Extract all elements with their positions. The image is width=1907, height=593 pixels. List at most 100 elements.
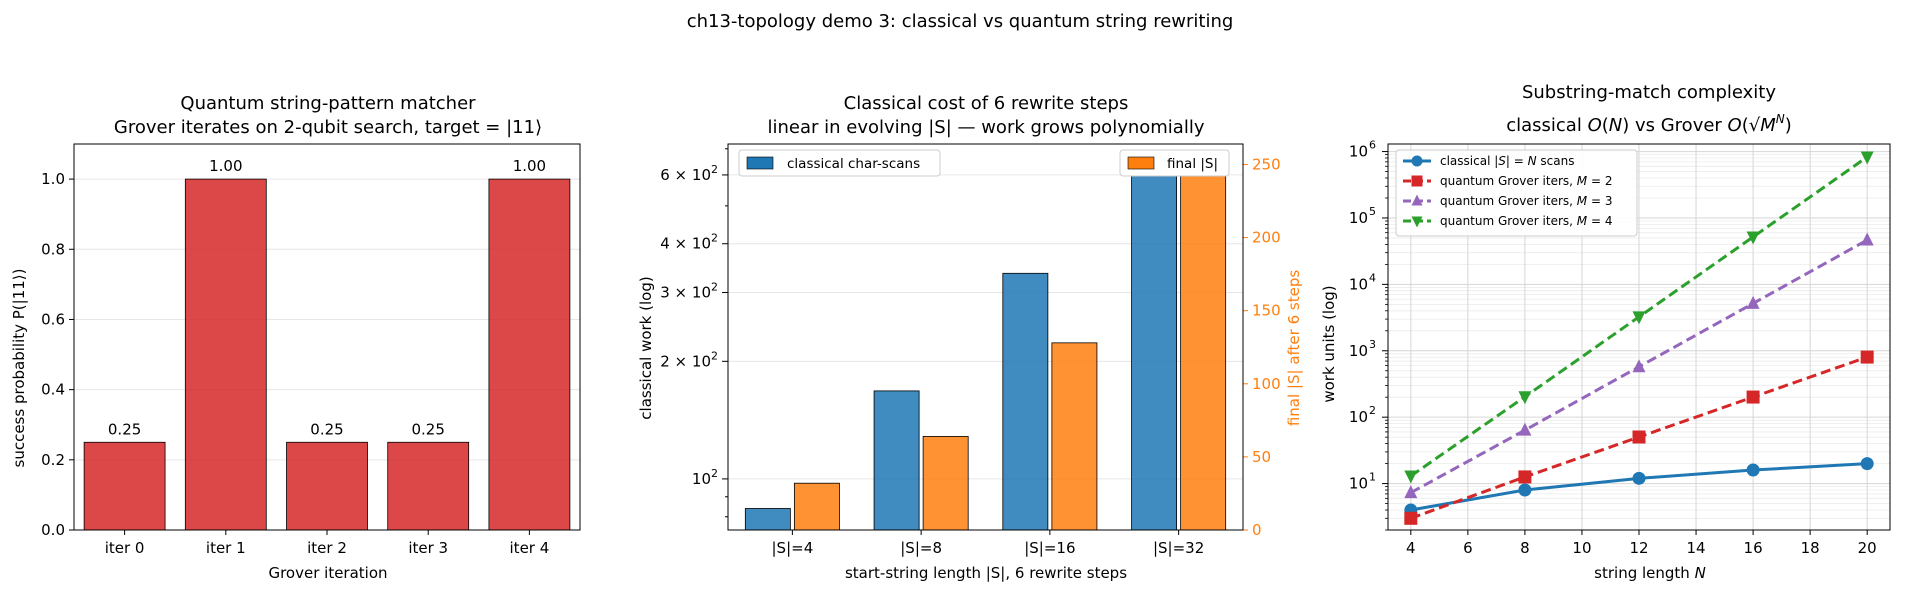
rewrite-bar-final: [922, 436, 969, 531]
complexity-legend: classical |S| = N scans quantum Grover it…: [1395, 149, 1638, 237]
complexity-series-point: [1518, 422, 1532, 436]
complexity-series-point: [1746, 231, 1760, 245]
grover-ytick-label: 0.4: [41, 381, 65, 399]
grover-xlabel: Grover iteration: [268, 564, 387, 582]
rewrite-ytick-left-mantissa: 3 × 10: [660, 284, 711, 302]
rewrite-ylabel-left: classical work (log): [637, 276, 655, 419]
complexity-ytick-base: 10: [1349, 408, 1368, 426]
grover-ytick-label: 1.0: [41, 170, 65, 188]
complexity-ytick-label: 10: [1349, 342, 1368, 360]
complexity-ytick-label: 10: [1349, 275, 1368, 293]
rewrite-bar-classical: [1131, 155, 1178, 531]
complexity-ytick-exponent: 3: [1369, 338, 1376, 351]
complexity-legend-marker: [1411, 216, 1423, 228]
grover-bars: 0.25 1.00 0.25 0.25 1.00: [83, 157, 571, 531]
grover-ytick-label: 0.2: [41, 451, 65, 469]
rewrite-ytick-right-label: 150: [1252, 302, 1281, 320]
complexity-legend-marker: [1411, 194, 1423, 206]
complexity-xtick-label: 20: [1858, 539, 1877, 557]
rewrite-bar-classical: [1002, 272, 1049, 531]
complexity-plot-frame: [1387, 143, 1891, 531]
rewrite-ytick-left-label: 6 × 102: [660, 163, 718, 184]
rewrite-bar-final: [1180, 155, 1227, 531]
rewrite-bar-classical: [873, 390, 920, 531]
rewrite-ytick-left-mantissa: 10: [692, 470, 711, 488]
complexity-legend-label-part: quantum Grover iters,: [1440, 174, 1577, 188]
complexity-title-part5: O: [1728, 115, 1742, 136]
rewrite-bars: [744, 155, 1227, 531]
complexity-xtick-label: 8: [1520, 539, 1530, 557]
grover-xtick-label: iter 3: [408, 539, 448, 557]
rewrite-ytick-left-label: 102: [692, 467, 718, 488]
rewrite-xtick-label: |S|=8: [900, 539, 942, 557]
complexity-xtick-label: 12: [1629, 539, 1648, 557]
grover-bar: [387, 441, 470, 531]
rewrite-ytick-left-exponent: 2: [711, 281, 718, 294]
rewrite-ytick-left-exponent: 2: [711, 349, 718, 362]
complexity-legend-label-part: classical |: [1440, 154, 1498, 168]
complexity-legend-label: quantum Grover iters, M = 3: [1440, 194, 1612, 208]
complexity-title-part0: classical: [1506, 115, 1587, 136]
grover-bar: [83, 441, 166, 531]
rewrite-bar-final: [793, 482, 840, 531]
rewrite-ytick-right-label: 50: [1252, 448, 1271, 466]
complexity-ytick-label: 10: [1349, 209, 1368, 227]
complexity-xlabel-part0: string length: [1594, 564, 1694, 582]
complexity-legend-label-part: S: [1498, 154, 1506, 168]
complexity-legend-marker: [1411, 155, 1423, 167]
complexity-series-point: [1746, 295, 1760, 309]
rewrite-title-line1: Classical cost of 6 rewrite steps: [844, 93, 1129, 114]
rewrite-ytick-left-label: 3 × 102: [660, 281, 718, 302]
complexity-ytick-label: 10: [1349, 143, 1368, 161]
complexity-title-part3: N: [1609, 115, 1622, 136]
grover-ytick-label: 0.8: [41, 240, 65, 258]
rewrite-plot-frame: [727, 143, 1244, 531]
complexity-ytick-exponent: 1: [1369, 471, 1376, 484]
rewrite-ytick-left-exponent: 2: [711, 163, 718, 176]
complexity-xtick-label: 14: [1686, 539, 1705, 557]
complexity-series-point: [1404, 511, 1418, 525]
complexity-lines: [1404, 151, 1874, 525]
complexity-legend-marker: [1411, 175, 1423, 187]
grover-xtick-label: iter 4: [510, 539, 550, 557]
rewrite-bar-classical: [744, 508, 791, 531]
complexity-legend-label-part: M: [1577, 194, 1588, 208]
complexity-legend-label-part: = 3: [1587, 194, 1612, 208]
complexity-title-part4: ) vs Grover: [1622, 115, 1727, 136]
complexity-legend-label-part: M: [1577, 214, 1588, 228]
complexity-legend-label: classical |S| = N scans: [1440, 154, 1574, 168]
complexity-legend-label-part: M: [1577, 174, 1588, 188]
complexity-legend-label-part: = 4: [1587, 214, 1612, 228]
complexity-series-point: [1632, 471, 1646, 485]
complexity-ytick-exponent: 6: [1369, 139, 1376, 152]
grover-title-line1: Quantum string-pattern matcher: [180, 93, 476, 114]
complexity-title-line2: classical O(N) vs Grover O(√MN): [1506, 112, 1792, 136]
grover-xtick-label: iter 2: [307, 539, 347, 557]
complexity-series-point: [1860, 350, 1874, 364]
complexity-ytick-base: 10: [1349, 475, 1368, 493]
complexity-title-part2: (: [1602, 115, 1609, 136]
grover-bar: [184, 178, 267, 531]
rewrite-title-line2: linear in evolving |S| — work grows poly…: [768, 117, 1205, 138]
complexity-series-point: [1632, 359, 1646, 373]
complexity-series-point: [1860, 151, 1874, 165]
grover-ytick-label: 0.0: [41, 521, 65, 539]
rewrite-ytick-left-mantissa: 4 × 10: [660, 235, 711, 253]
complexity-xtick-label: 10: [1572, 539, 1591, 557]
complexity-legend-frame: [1395, 149, 1638, 237]
grover-bar: [286, 441, 368, 531]
complexity-xtick-label: 4: [1406, 539, 1416, 557]
rewrite-ytick-left-mantissa: 2 × 10: [660, 352, 711, 370]
rewrite-ytick-left-mantissa: 6 × 10: [660, 166, 711, 184]
complexity-title-part1: O: [1588, 115, 1602, 136]
grover-bar-value-label: 0.25: [411, 420, 444, 438]
rewrite-ylabel-right: final |S| after 6 steps: [1285, 270, 1303, 426]
rewrite-ytick-right-label: 250: [1252, 155, 1281, 173]
rewrite-legend-right-frame: [1119, 149, 1230, 177]
rewrite-bar-final: [1051, 342, 1098, 531]
complexity-legend-label-part: quantum Grover iters,: [1440, 214, 1577, 228]
